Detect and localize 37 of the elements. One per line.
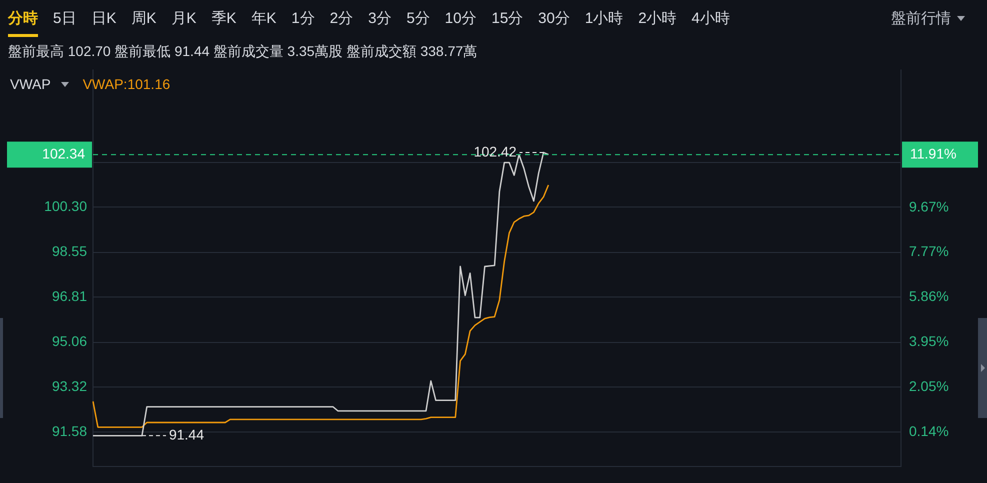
text: 盤前行情 [891,8,951,28]
text: 5日 [52,8,78,28]
text: 周K [130,8,158,28]
text: 2小時 [637,8,678,28]
y2-tick-label: 5.86% [909,288,949,304]
y-tick-label: 93.32 [52,378,88,394]
y2-tick-label: 0.14% [909,423,949,440]
y-tick-label: 100.30 [44,198,88,214]
y-tick-label: 96.81 [52,288,88,304]
text: 2分 [328,8,354,28]
y2-tick-label: 2.05% [909,378,949,394]
text: 30分 [537,8,571,28]
text: 年K [250,8,278,28]
y-tick-label: 98.55 [52,243,88,260]
text: 10分 [444,8,478,28]
text: 1分 [290,8,316,28]
text: 1小時 [584,8,624,28]
text: 日K [90,8,118,28]
text: 季K [210,8,238,28]
text: 15分 [490,8,524,28]
annotation: 102.42 [474,143,517,160]
text: 4小時 [690,8,731,28]
y2-tick-label: 7.77% [909,243,949,260]
text: VWAP [10,76,51,92]
text: VWAP:101.16 [82,76,170,92]
annotation: 91.44 [168,426,204,443]
text: 分時 [6,8,39,28]
ref-line-label: 102.34 [42,145,86,162]
text: 3分 [367,8,392,28]
y-tick-label: 91.58 [52,422,88,439]
y-tick-label: 95.06 [52,333,88,350]
text: 5分 [405,8,431,28]
y2-tick-label: 9.67% [909,198,949,214]
text: 月K [170,8,198,28]
chart-subtitle: 盤前最高 102.70 盤前最低 91.44 盤前成交量 3.35萬股 盤前成交額 338.77萬 [8,43,478,61]
y2-tick-label: 3.95% [909,333,949,350]
text: 11.91% [910,145,956,162]
